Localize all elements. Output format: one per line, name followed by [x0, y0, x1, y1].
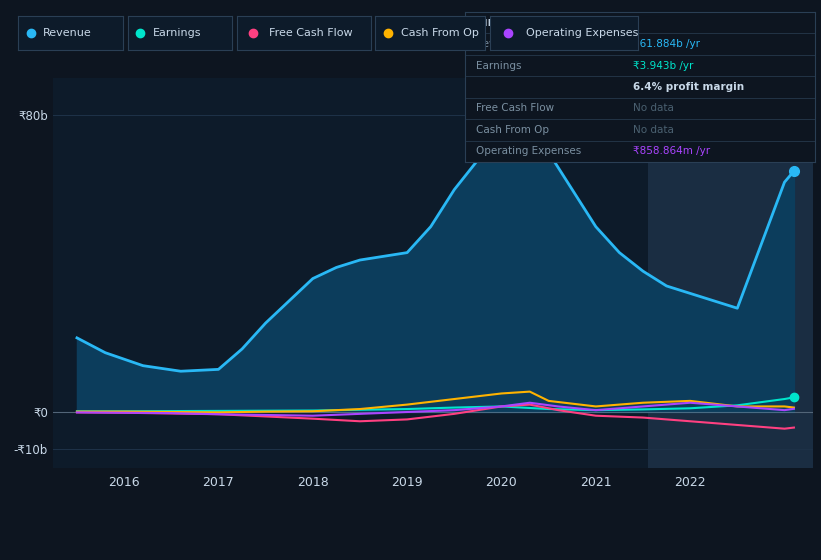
Text: Free Cash Flow: Free Cash Flow: [475, 104, 553, 114]
Text: ₹858.864m /yr: ₹858.864m /yr: [633, 146, 710, 156]
Text: Operating Expenses: Operating Expenses: [525, 28, 638, 38]
Text: 6.4% profit margin: 6.4% profit margin: [633, 82, 744, 92]
Text: Revenue: Revenue: [475, 39, 521, 49]
Text: Earnings: Earnings: [153, 28, 201, 38]
Text: No data: No data: [633, 125, 674, 135]
Text: ₹61.884b /yr: ₹61.884b /yr: [633, 39, 700, 49]
Text: Cash From Op: Cash From Op: [401, 28, 479, 38]
Text: Earnings: Earnings: [475, 60, 521, 71]
Text: Free Cash Flow: Free Cash Flow: [269, 28, 353, 38]
Text: Cash From Op: Cash From Op: [475, 125, 548, 135]
Text: ₹3.943b /yr: ₹3.943b /yr: [633, 60, 694, 71]
Text: Jun 30 2022: Jun 30 2022: [475, 16, 553, 29]
Text: Operating Expenses: Operating Expenses: [475, 146, 580, 156]
Text: No data: No data: [633, 104, 674, 114]
Bar: [648, 78, 821, 468]
Text: Revenue: Revenue: [44, 28, 92, 38]
